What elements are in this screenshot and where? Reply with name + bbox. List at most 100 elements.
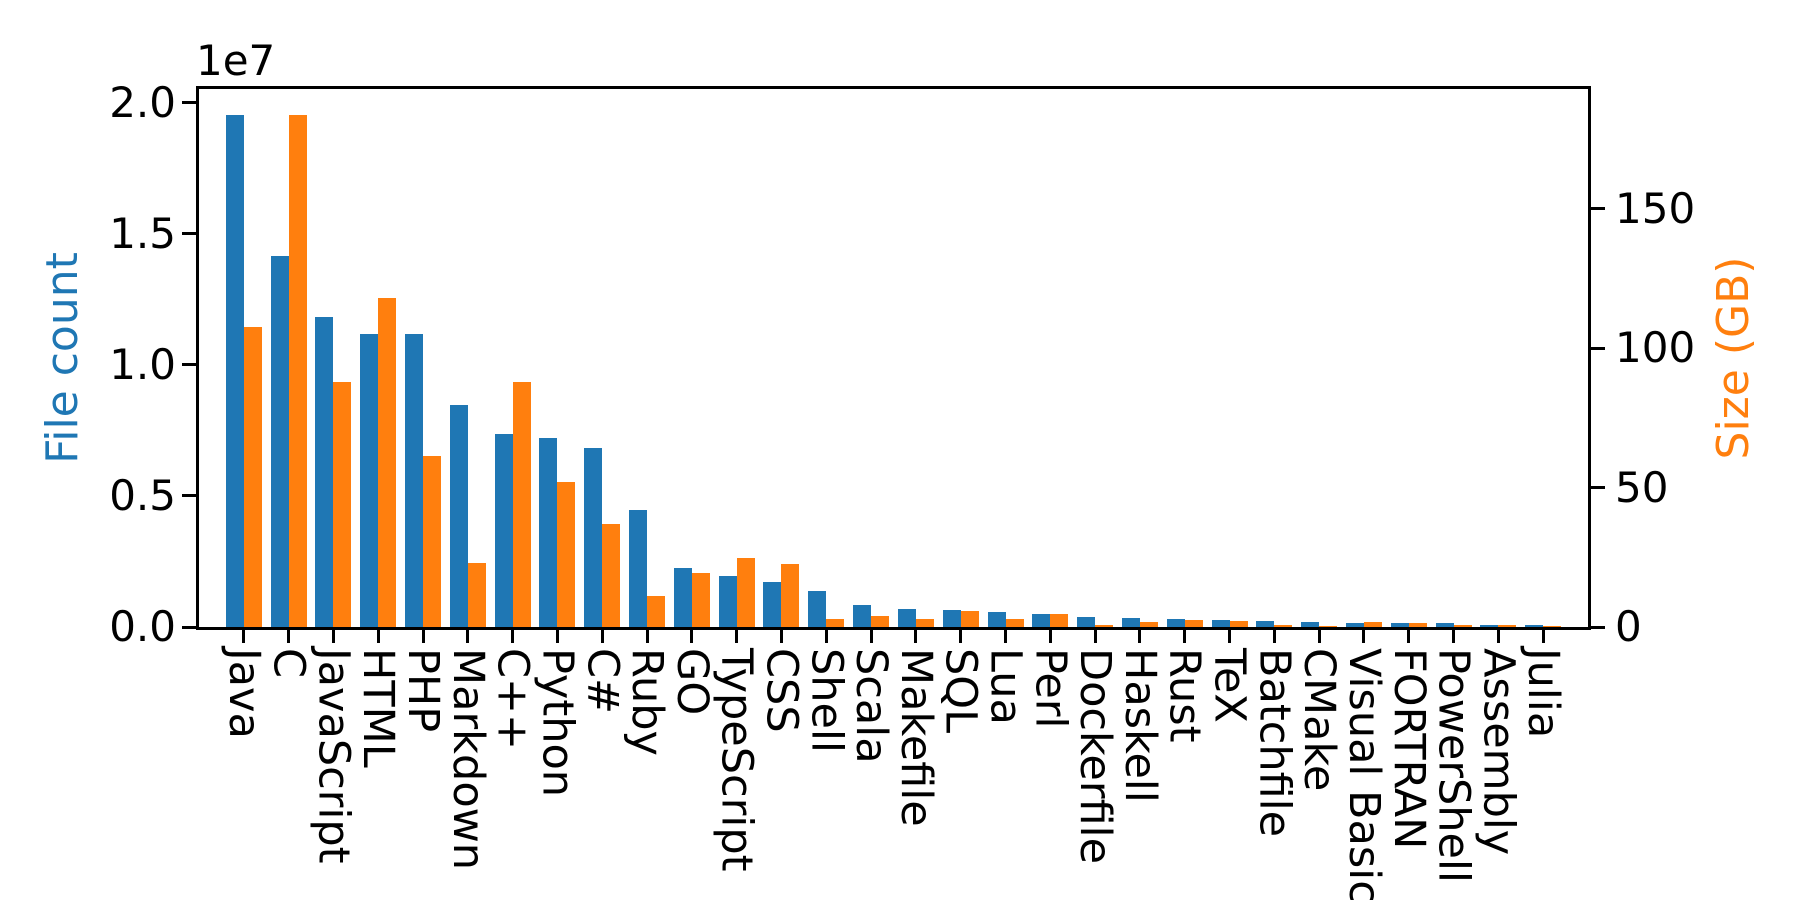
plot-area — [199, 89, 1588, 627]
x-tick-fortran — [1407, 630, 1411, 643]
bar-size-gb-css — [781, 563, 800, 627]
x-tick-label-tex: TeX — [1204, 648, 1255, 723]
x-tick-markdown — [466, 630, 470, 643]
x-tick-label-batchfile: Batchfile — [1249, 648, 1300, 838]
x-tick-label-fortran: FORTRAN — [1383, 648, 1434, 850]
bar-file-count-go — [673, 567, 692, 627]
x-tick-shell — [824, 630, 828, 643]
x-tick-label-visual-basic: Visual Basic — [1338, 648, 1389, 900]
bar-file-count-rust — [1166, 618, 1185, 627]
bar-file-count-assembly — [1480, 624, 1499, 627]
bar-size-gb-julia — [1543, 626, 1562, 627]
x-tick-cmake — [1317, 630, 1321, 643]
bar-file-count-julia — [1525, 625, 1544, 627]
bar-file-count-python — [539, 437, 558, 627]
bar-size-gb-tex — [1229, 621, 1248, 627]
bar-size-gb-html — [378, 297, 397, 627]
bar-size-gb-c — [512, 382, 531, 627]
bar-file-count-java — [225, 114, 244, 627]
x-tick-label-html: HTML — [353, 648, 404, 768]
bar-file-count-ruby — [629, 509, 648, 627]
x-tick-c — [287, 630, 291, 643]
x-tick-label-makefile: Makefile — [890, 648, 941, 827]
bar-size-gb-markdown — [467, 562, 486, 627]
x-tick-scala — [869, 630, 873, 643]
x-tick-lua — [1004, 630, 1008, 643]
x-tick-haskell — [1138, 630, 1142, 643]
x-tick-label-powershell: PowerShell — [1428, 648, 1479, 883]
x-tick-label-markdown: Markdown — [442, 648, 493, 871]
x-tick-label-cmake: CMake — [1294, 648, 1345, 792]
x-tick-label-perl: Perl — [1025, 648, 1076, 729]
x-tick-label-rust: Rust — [1159, 648, 1210, 743]
x-tick-label-typescript: TypeScript — [711, 648, 762, 872]
bar-file-count-php — [405, 334, 424, 627]
bar-file-count-dockerfile — [1077, 617, 1096, 627]
y-tick-right-50 — [1591, 486, 1605, 490]
x-tick-label-haskell: Haskell — [1114, 648, 1165, 803]
y-tick-label-left-1.0: 1.0 — [109, 339, 176, 389]
x-tick-label-sql: SQL — [935, 648, 986, 734]
x-tick-label-ruby: Ruby — [622, 648, 673, 756]
bar-file-count-c — [584, 448, 603, 627]
bar-size-gb-php — [423, 455, 442, 627]
bar-size-gb-lua — [1005, 619, 1024, 627]
x-tick-c — [600, 630, 604, 643]
x-tick-html — [376, 630, 380, 643]
bar-size-gb-visual-basic — [1363, 621, 1382, 627]
x-tick-label-assembly: Assembly — [1473, 648, 1524, 856]
bar-file-count-scala — [853, 605, 872, 627]
bar-size-gb-batchfile — [1274, 625, 1293, 627]
bar-size-gb-go — [691, 573, 710, 627]
y-tick-label-right-100: 100 — [1615, 323, 1696, 373]
x-tick-label-go: GO — [666, 648, 717, 716]
bar-file-count-lua — [987, 611, 1006, 627]
y-tick-left-0.5 — [182, 494, 196, 498]
bar-size-gb-c — [602, 524, 621, 627]
x-tick-label-c: C# — [577, 648, 628, 715]
x-tick-c — [511, 630, 515, 643]
bar-file-count-fortran — [1390, 623, 1409, 627]
y-tick-left-1.5 — [182, 232, 196, 236]
bar-size-gb-perl — [1050, 613, 1069, 627]
bar-file-count-javascript — [315, 316, 334, 627]
x-tick-python — [555, 630, 559, 643]
bar-size-gb-javascript — [333, 382, 352, 627]
bar-size-gb-assembly — [1498, 624, 1517, 627]
y-tick-label-right-0: 0 — [1615, 602, 1642, 651]
plot-border — [196, 86, 1591, 630]
x-tick-julia — [1541, 630, 1545, 643]
x-tick-label-css: CSS — [756, 648, 807, 733]
bar-file-count-batchfile — [1256, 620, 1275, 627]
bar-file-count-perl — [1032, 613, 1051, 627]
bar-file-count-haskell — [1121, 618, 1140, 627]
x-tick-ruby — [645, 630, 649, 643]
x-tick-label-julia: Julia — [1518, 648, 1569, 739]
x-tick-php — [421, 630, 425, 643]
x-tick-label-python: Python — [532, 648, 583, 798]
bar-file-count-shell — [808, 590, 827, 627]
x-tick-label-javascript: JavaScript — [308, 648, 359, 864]
y-axis-offset-text: 1e7 — [196, 36, 276, 85]
y-tick-label-left-2.0: 2.0 — [109, 77, 176, 127]
x-tick-dockerfile — [1093, 630, 1097, 643]
y-tick-left-1.0 — [182, 363, 196, 367]
bar-size-gb-dockerfile — [1095, 625, 1114, 627]
x-tick-rust — [1183, 630, 1187, 643]
bar-size-gb-makefile — [915, 618, 934, 627]
x-tick-css — [779, 630, 783, 643]
x-tick-label-c: C++ — [487, 648, 538, 751]
x-tick-typescript — [735, 630, 739, 643]
bar-file-count-cmake — [1301, 622, 1320, 627]
x-tick-label-lua: Lua — [980, 648, 1031, 725]
bar-file-count-html — [360, 334, 379, 627]
x-tick-batchfile — [1272, 630, 1276, 643]
x-tick-label-php: PHP — [398, 648, 449, 733]
bar-size-gb-rust — [1184, 619, 1203, 627]
bar-file-count-makefile — [897, 609, 916, 627]
bar-size-gb-powershell — [1453, 625, 1472, 627]
x-tick-sql — [959, 630, 963, 643]
bar-size-gb-typescript — [736, 558, 755, 627]
y-tick-left-0.0 — [182, 625, 196, 629]
